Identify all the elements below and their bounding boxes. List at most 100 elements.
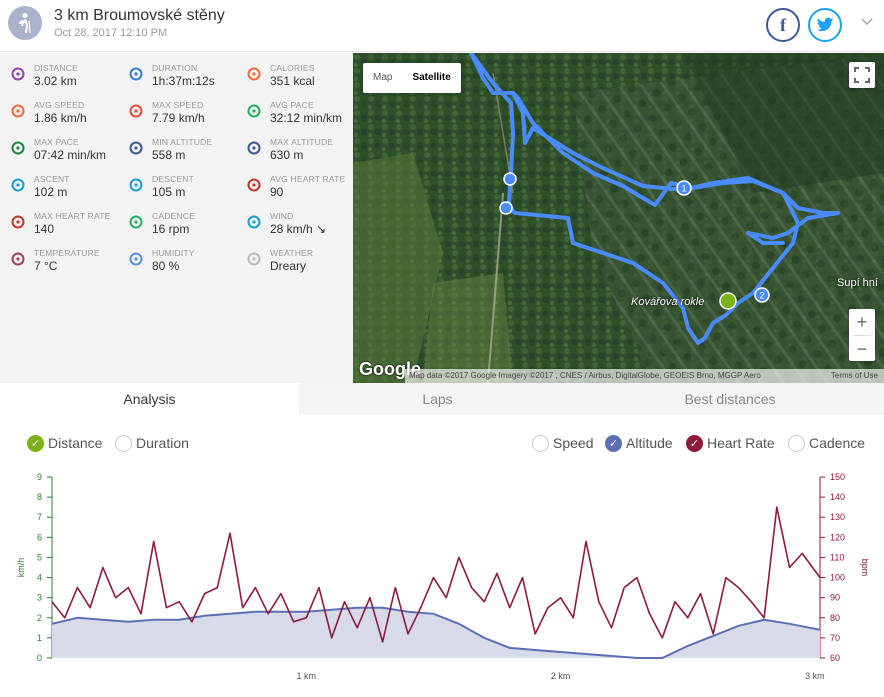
toggle-heart-rate[interactable]: ✓ Heart Rate [686, 434, 775, 452]
pace-max-icon [10, 140, 26, 156]
analysis-chart[interactable]: 0 1 2 3 4 5 6 7 8 9 km/h 60 70 80 90 100 110 120 130 140 150… [0, 465, 884, 697]
stat-humidity: HUMIDITY 80 % [128, 248, 246, 282]
activity-title: 3 km Broumovské stěny [54, 7, 225, 24]
fullscreen-button[interactable] [849, 62, 875, 88]
stat-label: AVG PACE [270, 100, 314, 110]
toggle-altitude-label: Altitude [626, 435, 673, 451]
stat-avg-pace: AVG PACE 32:12 min/km [246, 100, 364, 134]
tab-analysis[interactable]: Analysis [0, 383, 299, 415]
photo-marker[interactable] [719, 292, 737, 310]
stat-value: 16 rpm [152, 222, 190, 236]
stat-value: 90 [270, 185, 284, 199]
toggle-cadence[interactable]: Cadence [788, 434, 865, 452]
y-right-tick-label: 120 [830, 532, 845, 542]
tab-best-distances[interactable]: Best distances [684, 391, 776, 407]
toggle-duration[interactable]: Duration [115, 434, 189, 452]
stat-temperature: TEMPERATURE 7 °C [10, 248, 128, 282]
chevron-down-icon[interactable] [860, 14, 874, 32]
stat-label: ASCENT [34, 174, 70, 184]
y-right-tick-label: 100 [830, 573, 845, 583]
toggle-duration-label: Duration [136, 435, 189, 451]
map-type-map-button[interactable]: Map [373, 72, 393, 83]
y-right-tick-label: 150 [830, 472, 845, 482]
distance-icon [10, 66, 26, 82]
stat-value: Dreary [270, 259, 307, 273]
place-label-kovarova-rokle: Kovářova rokle [631, 296, 705, 308]
y-right-tick-label: 130 [830, 512, 845, 522]
stat-weather: WEATHER Dreary [246, 248, 364, 282]
stat-value: 351 kcal [270, 74, 315, 88]
stat-value: 32:12 min/km [270, 111, 343, 125]
y-left-tick-label: 0 [37, 653, 42, 663]
satellite-imagery: 1 2 [353, 53, 884, 383]
facebook-share-button[interactable]: f [766, 8, 800, 42]
facebook-icon: f [780, 14, 786, 35]
stat-label: MAX ALTITUDE [270, 137, 334, 147]
start-marker[interactable] [503, 172, 517, 186]
descent-icon [128, 177, 144, 193]
stat-value: 140 [34, 222, 55, 236]
stat-wind: WIND 28 km/h ↘ [246, 211, 364, 245]
zoom-control: + − [849, 309, 875, 361]
toggle-altitude[interactable]: ✓ Altitude [605, 434, 673, 452]
zoom-in-button[interactable]: + [856, 312, 868, 332]
y-right-tick-label: 80 [830, 613, 840, 623]
stat-avg-speed: AVG SPEED 1.86 km/h [10, 100, 128, 134]
map-attribution: Map data ©2017 Google Imagery ©2017 , CN… [405, 369, 884, 383]
map-type-satellite-button[interactable]: Satellite [412, 72, 451, 83]
stat-value: 630 m [270, 148, 304, 162]
lap-marker-1[interactable] [676, 180, 692, 196]
stat-label: AVG SPEED [34, 100, 85, 110]
stat-duration: DURATION 1h:37m:12s [128, 63, 246, 97]
stat-label: AVG HEART RATE [270, 174, 346, 184]
stat-value: 558 m [152, 148, 186, 162]
zoom-divider [853, 335, 871, 336]
tab-laps[interactable]: Laps [422, 391, 453, 407]
cadence-icon [128, 214, 144, 230]
y-left-tick-label: 8 [37, 492, 42, 502]
route-map[interactable]: 1 2 Kovářova rokle Supí hní Map Satellit… [353, 53, 884, 383]
terms-of-use-link[interactable]: Terms of Use [830, 371, 878, 380]
fullscreen-icon [854, 67, 870, 83]
check-icon: ✓ [605, 434, 622, 452]
twitter-share-button[interactable] [808, 8, 842, 42]
stat-label: MAX HEART RATE [34, 211, 111, 221]
lap-marker-2-label: 2 [759, 291, 764, 301]
stat-label: DURATION [152, 63, 198, 73]
stat-label: WIND [270, 211, 294, 221]
stat-value: 7 °C [34, 259, 58, 273]
stat-max-altitude: MAX ALTITUDE 630 m [246, 137, 364, 171]
analysis-tabs: Analysis Laps Best distances [0, 383, 884, 415]
y-right-tick-label: 70 [830, 633, 840, 643]
y-right-tick-label: 60 [830, 653, 840, 663]
stat-value: 105 m [152, 185, 186, 199]
mountain-icon [128, 140, 144, 156]
wind-icon [246, 214, 262, 230]
droplets-icon [128, 251, 144, 267]
y-right-tick-label: 140 [830, 492, 845, 502]
y-left-tick-label: 7 [37, 512, 42, 522]
stat-calories: CALORIES 351 kcal [246, 63, 364, 97]
lap-marker-2[interactable] [754, 287, 770, 303]
y-left-tick-label: 2 [37, 613, 42, 623]
stat-label: TEMPERATURE [34, 248, 100, 258]
toggle-cadence-label: Cadence [809, 435, 866, 451]
mountain-peak-icon [246, 140, 262, 156]
zoom-out-button[interactable]: − [856, 339, 868, 359]
y-left-tick-label: 3 [37, 593, 42, 603]
twitter-icon [816, 17, 834, 32]
stat-value: 28 km/h ↘ [270, 222, 327, 236]
stat-avg-heart-rate: AVG HEART RATE 90 [246, 174, 364, 208]
place-label-supi-hnizdo: Supí hní [837, 277, 878, 289]
heart-rate-line [51, 506, 821, 643]
map-type-control: Map Satellite [363, 63, 461, 93]
altitude-line [51, 606, 821, 659]
thermometer-icon [10, 251, 26, 267]
speedometer-icon [10, 103, 26, 119]
finish-marker[interactable] [499, 201, 513, 215]
stat-distance: DISTANCE 3.02 km [10, 63, 128, 97]
toggle-distance[interactable]: ✓ Distance [27, 434, 102, 452]
toggle-speed[interactable]: Speed [532, 434, 593, 452]
heart-icon [10, 214, 26, 230]
toggle-heart-rate-label: Heart Rate [707, 435, 775, 451]
